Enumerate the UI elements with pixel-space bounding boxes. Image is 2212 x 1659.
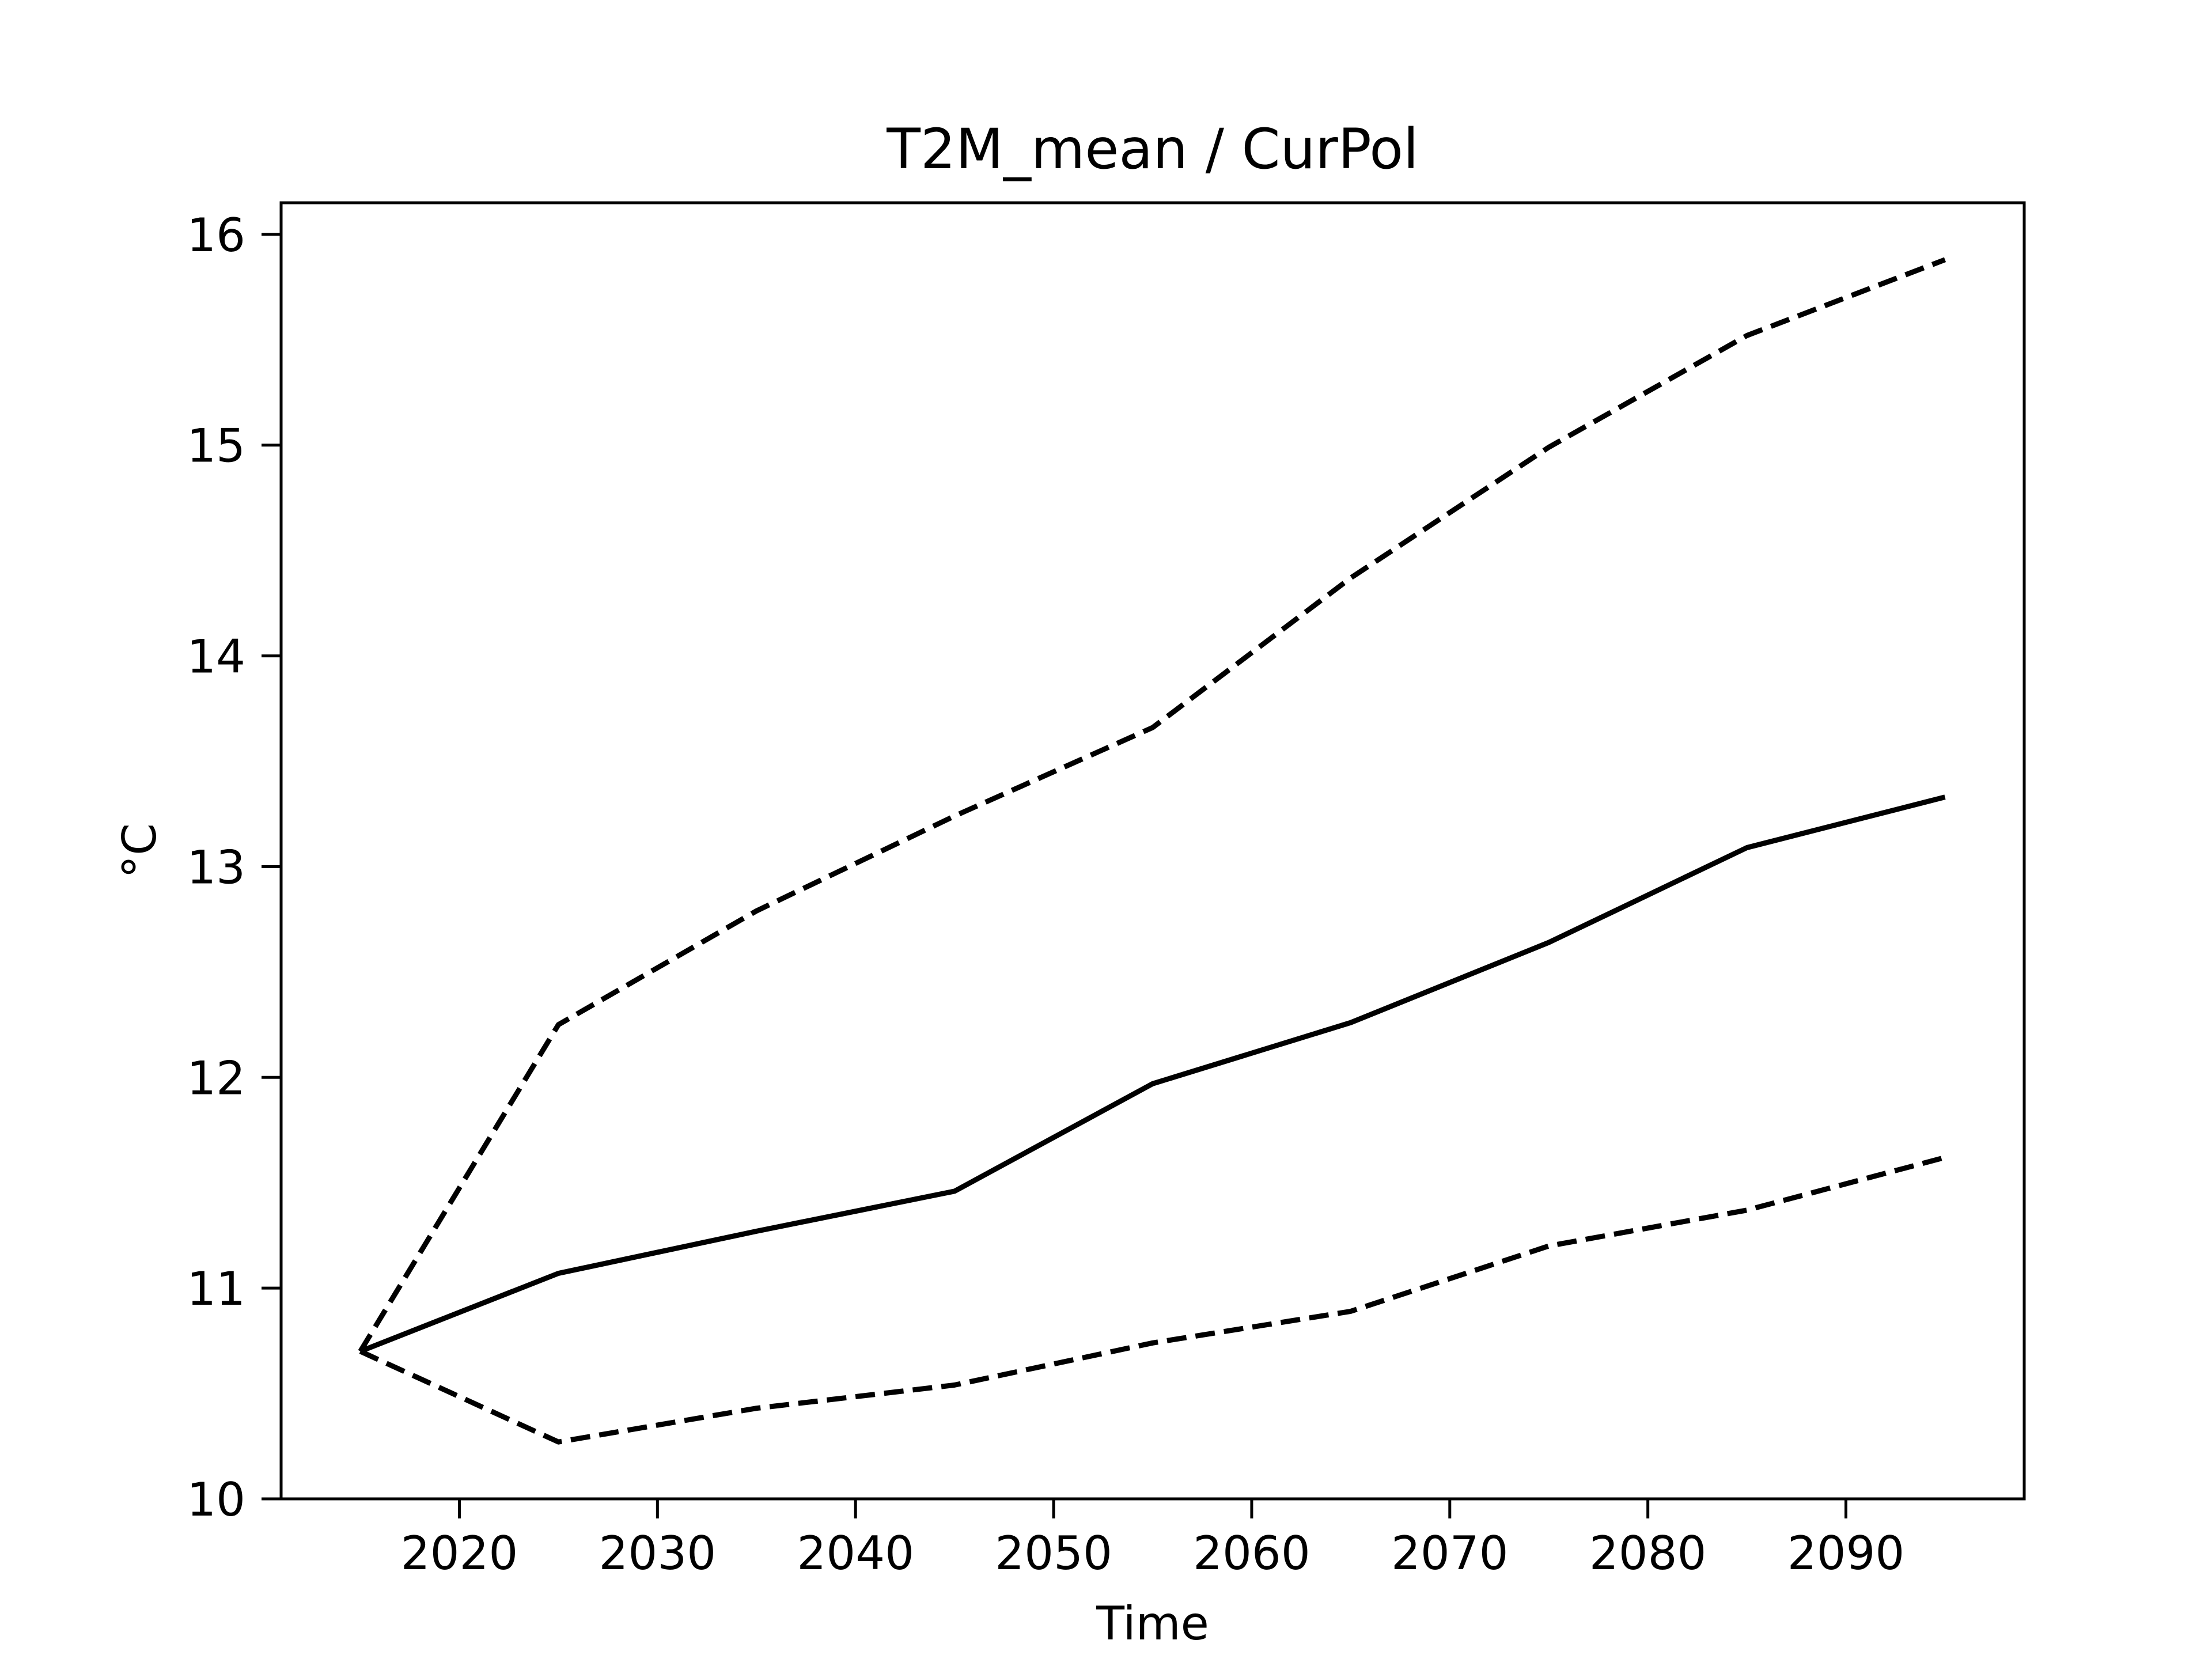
x-tick-label: 2040: [797, 1527, 914, 1580]
x-tick-label: 2090: [1787, 1527, 1905, 1580]
x-tick-label: 2050: [995, 1527, 1112, 1580]
series-layer: [358, 257, 1946, 1445]
y-tick-label: 16: [187, 209, 245, 262]
plot-area-frame: [279, 201, 2026, 1501]
series-line-mean: [359, 794, 1946, 1354]
series-line-upper-bound: [358, 257, 1946, 1353]
y-tick-label: 12: [187, 1051, 245, 1105]
y-tick-label: 14: [187, 630, 245, 684]
series-line-lower-bound: [359, 1154, 1946, 1445]
y-tick-label: 10: [187, 1473, 245, 1527]
x-tick-label: 2060: [1193, 1527, 1310, 1580]
y-axis-label: °C: [113, 823, 166, 878]
y-tick-label: 11: [187, 1262, 245, 1316]
x-tick-label: 2080: [1589, 1527, 1707, 1580]
y-tick-label: 15: [187, 419, 245, 473]
chart-title: T2M_mean / CurPol: [886, 117, 1418, 181]
x-axis-label: Time: [1096, 1597, 1209, 1650]
x-tick-label: 2070: [1391, 1527, 1509, 1580]
x-tick-label: 2020: [401, 1527, 518, 1580]
y-axis-ticks: 10 11 12 13 14 15 16: [187, 209, 281, 1527]
x-axis-ticks: 2020 2030 2040 2050 2060 2070 2080 2090: [401, 1499, 1905, 1580]
y-tick-label: 13: [187, 840, 245, 894]
x-tick-label: 2030: [599, 1527, 717, 1580]
